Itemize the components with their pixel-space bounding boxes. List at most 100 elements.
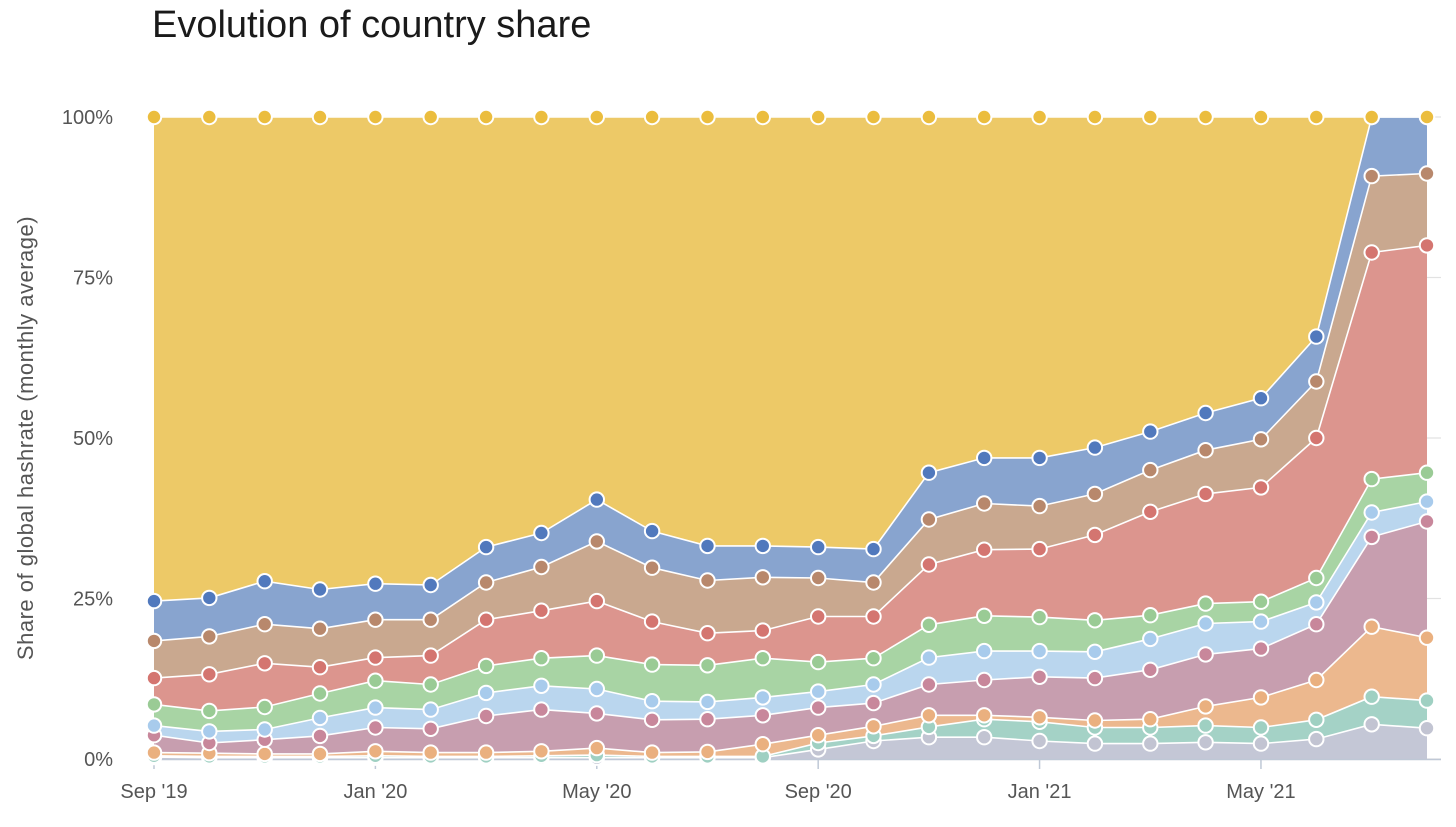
data-point-9-3 [311, 108, 329, 126]
data-point-6-14 [920, 556, 938, 573]
data-point-6-22 [1363, 244, 1380, 261]
data-point-2-20 [1252, 689, 1270, 706]
data-point-8-12 [810, 538, 827, 556]
data-point-5-5 [422, 676, 439, 693]
data-point-2-15 [976, 707, 993, 724]
data-point-6-10 [699, 625, 716, 642]
data-point-7-9 [643, 559, 661, 576]
data-point-6-15 [976, 541, 993, 558]
data-point-2-17 [1086, 712, 1104, 729]
data-point-0-20 [1252, 735, 1270, 752]
data-point-8-5 [422, 576, 439, 594]
data-point-5-6 [477, 657, 495, 675]
data-point-6-1 [201, 666, 218, 683]
data-point-1-22 [1363, 688, 1380, 705]
data-point-7-11 [754, 569, 771, 586]
data-point-4-9 [643, 693, 661, 710]
x-tick-label: Jan '20 [343, 781, 407, 803]
data-point-0-21 [1308, 730, 1325, 748]
data-point-1-20 [1252, 719, 1270, 736]
data-point-0-16 [1031, 732, 1048, 750]
data-point-4-7 [533, 677, 550, 694]
series-lines [153, 116, 1428, 759]
data-point-3-19 [1197, 646, 1214, 663]
data-point-5-16 [1031, 608, 1048, 626]
chart-title: Evolution of country share [152, 4, 592, 46]
data-point-7-20 [1252, 431, 1270, 448]
data-point-7-5 [422, 611, 439, 628]
data-point-3-6 [477, 707, 495, 725]
data-point-5-14 [920, 616, 938, 633]
data-point-9-16 [1031, 108, 1048, 126]
data-point-0-15 [976, 729, 993, 746]
data-point-4-2 [256, 721, 273, 738]
data-point-7-22 [1363, 167, 1380, 185]
data-point-3-16 [1031, 668, 1048, 685]
data-point-6-9 [643, 613, 661, 630]
data-point-9-2 [256, 108, 273, 126]
data-point-1-21 [1308, 711, 1325, 728]
data-point-0-18 [1142, 735, 1159, 752]
data-point-9-19 [1197, 108, 1214, 126]
data-point-3-8 [588, 705, 605, 722]
data-point-7-2 [256, 616, 273, 633]
y-tick-label: 50% [73, 428, 113, 450]
data-point-9-15 [976, 108, 993, 126]
data-point-9-5 [422, 108, 439, 126]
data-point-5-1 [201, 702, 218, 720]
y-tick-label: 100% [62, 107, 113, 129]
data-point-6-17 [1086, 526, 1104, 544]
data-point-8-9 [643, 522, 661, 540]
data-point-8-18 [1142, 423, 1159, 440]
data-point-0-19 [1197, 734, 1214, 751]
data-point-4-10 [699, 693, 716, 711]
data-point-2-18 [1142, 711, 1159, 728]
data-point-5-3 [311, 685, 329, 702]
data-point-3-22 [1363, 528, 1380, 546]
data-point-9-7 [533, 108, 550, 126]
data-point-6-2 [256, 655, 273, 672]
data-point-6-20 [1252, 479, 1270, 496]
data-point-8-0 [145, 592, 163, 610]
data-point-4-0 [145, 717, 163, 734]
data-point-9-13 [865, 108, 882, 126]
data-point-3-23 [1418, 513, 1436, 530]
data-point-7-10 [699, 572, 716, 589]
data-point-2-9 [643, 744, 661, 761]
data-point-2-12 [810, 727, 827, 744]
data-point-9-22 [1363, 108, 1380, 126]
data-point-2-3 [311, 745, 329, 763]
x-axis [152, 758, 1441, 769]
area-series-1 [154, 696, 1427, 758]
data-point-9-17 [1086, 108, 1104, 126]
data-point-5-12 [810, 653, 827, 671]
data-point-3-20 [1252, 640, 1270, 657]
data-point-9-11 [754, 108, 771, 126]
series-line-6 [153, 244, 1428, 679]
data-point-5-9 [643, 656, 661, 673]
x-tick-label: Jan '21 [1008, 781, 1072, 803]
data-point-5-8 [588, 647, 605, 664]
data-point-8-21 [1308, 328, 1325, 345]
data-point-7-15 [976, 495, 993, 512]
data-point-4-3 [311, 709, 329, 727]
data-point-7-18 [1142, 461, 1159, 479]
data-point-4-17 [1086, 643, 1104, 660]
data-point-5-11 [754, 650, 771, 667]
series-line-2 [153, 625, 1428, 755]
data-point-5-18 [1142, 607, 1159, 624]
data-point-6-8 [588, 592, 605, 610]
data-point-3-12 [810, 699, 827, 716]
y-axis-title: Share of global hashrate (monthly averag… [13, 216, 38, 660]
data-point-3-11 [754, 707, 771, 724]
data-point-5-19 [1197, 595, 1214, 612]
data-point-3-14 [920, 676, 938, 693]
data-point-6-3 [311, 659, 329, 676]
data-point-3-7 [533, 701, 550, 718]
data-point-2-5 [422, 744, 439, 761]
data-point-1-23 [1418, 692, 1436, 709]
data-point-7-8 [588, 533, 605, 550]
series-line-1 [153, 695, 1428, 758]
x-tick-label: Sep '19 [120, 781, 187, 803]
area-series-3 [154, 521, 1427, 754]
